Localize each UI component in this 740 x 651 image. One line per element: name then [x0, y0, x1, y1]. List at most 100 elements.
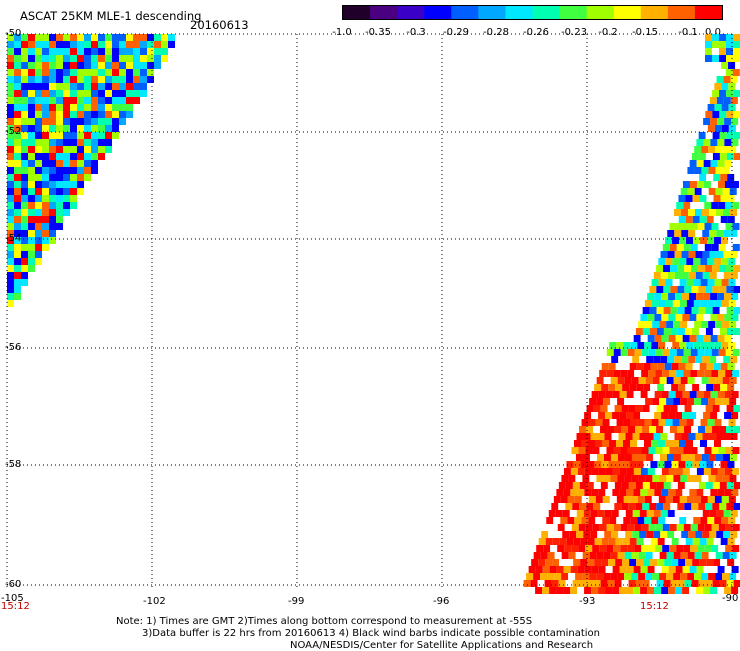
- swath-cell: [720, 384, 728, 391]
- swath-cell: [7, 174, 14, 181]
- swath-cell: [700, 440, 707, 447]
- swath-cell: [651, 342, 659, 349]
- swath-cell: [642, 307, 650, 314]
- swath-cell: [98, 118, 105, 125]
- swath-cell: [619, 391, 627, 398]
- swath-cell: [728, 104, 736, 111]
- swath-cell: [566, 538, 574, 545]
- swath-cell: [730, 356, 738, 363]
- swath-cell: [636, 384, 644, 391]
- swath-cell: [727, 195, 735, 202]
- swath-cell: [56, 160, 63, 167]
- swath-cell: [598, 412, 606, 419]
- swath-cell: [680, 475, 688, 482]
- swath-cell: [70, 188, 77, 195]
- swath-cell: [63, 139, 70, 146]
- swath-cell: [70, 139, 77, 146]
- swath-cell: [707, 342, 715, 349]
- colorbar-tick-label: -0.2: [598, 27, 618, 38]
- swath-cell: [49, 48, 56, 55]
- swath-cell: [729, 321, 737, 328]
- swath-cell: [35, 181, 42, 188]
- swath-cell: [654, 293, 662, 300]
- swath-cell: [42, 132, 49, 139]
- swath-cell: [733, 286, 740, 293]
- swath-cell: [84, 174, 91, 181]
- swath-cell: [540, 552, 548, 559]
- swath-cell: [35, 188, 42, 195]
- swath-cell: [35, 174, 42, 181]
- swath-cell: [583, 510, 591, 517]
- swath-cell: [731, 468, 739, 475]
- swath-cell: [70, 125, 77, 132]
- swath-cell: [28, 237, 35, 244]
- swath-cell: [731, 160, 739, 167]
- swath-cell: [581, 517, 589, 524]
- swath-cell: [700, 517, 708, 524]
- swath-cell: [709, 272, 717, 279]
- swath-cell: [665, 517, 673, 524]
- swath-cell: [669, 223, 677, 230]
- swath-cell: [70, 104, 77, 111]
- swath-cell: [49, 104, 56, 111]
- swath-cell: [690, 447, 698, 454]
- swath-cell: [658, 496, 666, 503]
- swath-cell: [668, 314, 676, 321]
- swath-cell: [663, 405, 671, 412]
- swath-cell: [545, 538, 553, 545]
- swath-cell: [686, 496, 694, 503]
- swath-cell: [7, 34, 14, 41]
- swath-cell: [133, 48, 140, 55]
- swath-cell: [729, 377, 737, 384]
- swath-cell: [696, 412, 704, 419]
- swath-cell: [726, 286, 734, 293]
- swath-cell: [91, 125, 98, 132]
- swath-cell: [49, 153, 56, 160]
- swath-cell: [603, 552, 611, 559]
- colorbar-segment: [613, 6, 642, 19]
- swath-cell: [674, 356, 682, 363]
- swath-cell: [42, 125, 49, 132]
- swath-cell: [42, 69, 49, 76]
- swath-cell: [77, 41, 84, 48]
- swath-cell: [685, 216, 693, 223]
- note-line: 3)Data buffer is 22 hrs from 20160613 4)…: [142, 628, 600, 639]
- swath-cell: [658, 279, 666, 286]
- swath-cell: [668, 391, 676, 398]
- swath-cell: [112, 83, 119, 90]
- swath-cell: [707, 440, 714, 447]
- swath-cell: [614, 482, 622, 489]
- swath-cell: [547, 573, 555, 580]
- swath-cell: [632, 356, 640, 363]
- swath-cell: [724, 293, 732, 300]
- swath-cell: [623, 496, 631, 503]
- swath-cell: [704, 447, 712, 454]
- swath-cell: [710, 293, 718, 300]
- swath-cell: [724, 335, 732, 342]
- swath-cell: [98, 132, 105, 139]
- swath-cell: [598, 587, 606, 594]
- swath-cell: [133, 34, 140, 41]
- swath-cell: [543, 524, 551, 531]
- swath-cell: [720, 216, 728, 223]
- swath-cell: [686, 419, 694, 426]
- swath-cell: [667, 510, 675, 517]
- swath-cell: [21, 209, 28, 216]
- swath-cell: [686, 279, 694, 286]
- swath-cell: [722, 377, 730, 384]
- swath-cell: [530, 580, 538, 587]
- swath-cell: [708, 398, 716, 405]
- swath-cell: [42, 167, 49, 174]
- swath-cell: [63, 90, 70, 97]
- swath-cell: [683, 370, 691, 377]
- swath-cell: [671, 384, 679, 391]
- swath-cell: [710, 391, 718, 398]
- swath-cell: [652, 475, 660, 482]
- swath-cell: [589, 552, 597, 559]
- swath-cell: [726, 307, 734, 314]
- swath-cell: [7, 195, 14, 202]
- swath-cell: [725, 349, 733, 356]
- swath-cell: [693, 279, 701, 286]
- swath-cell: [636, 559, 644, 566]
- swath-cell: [14, 146, 21, 153]
